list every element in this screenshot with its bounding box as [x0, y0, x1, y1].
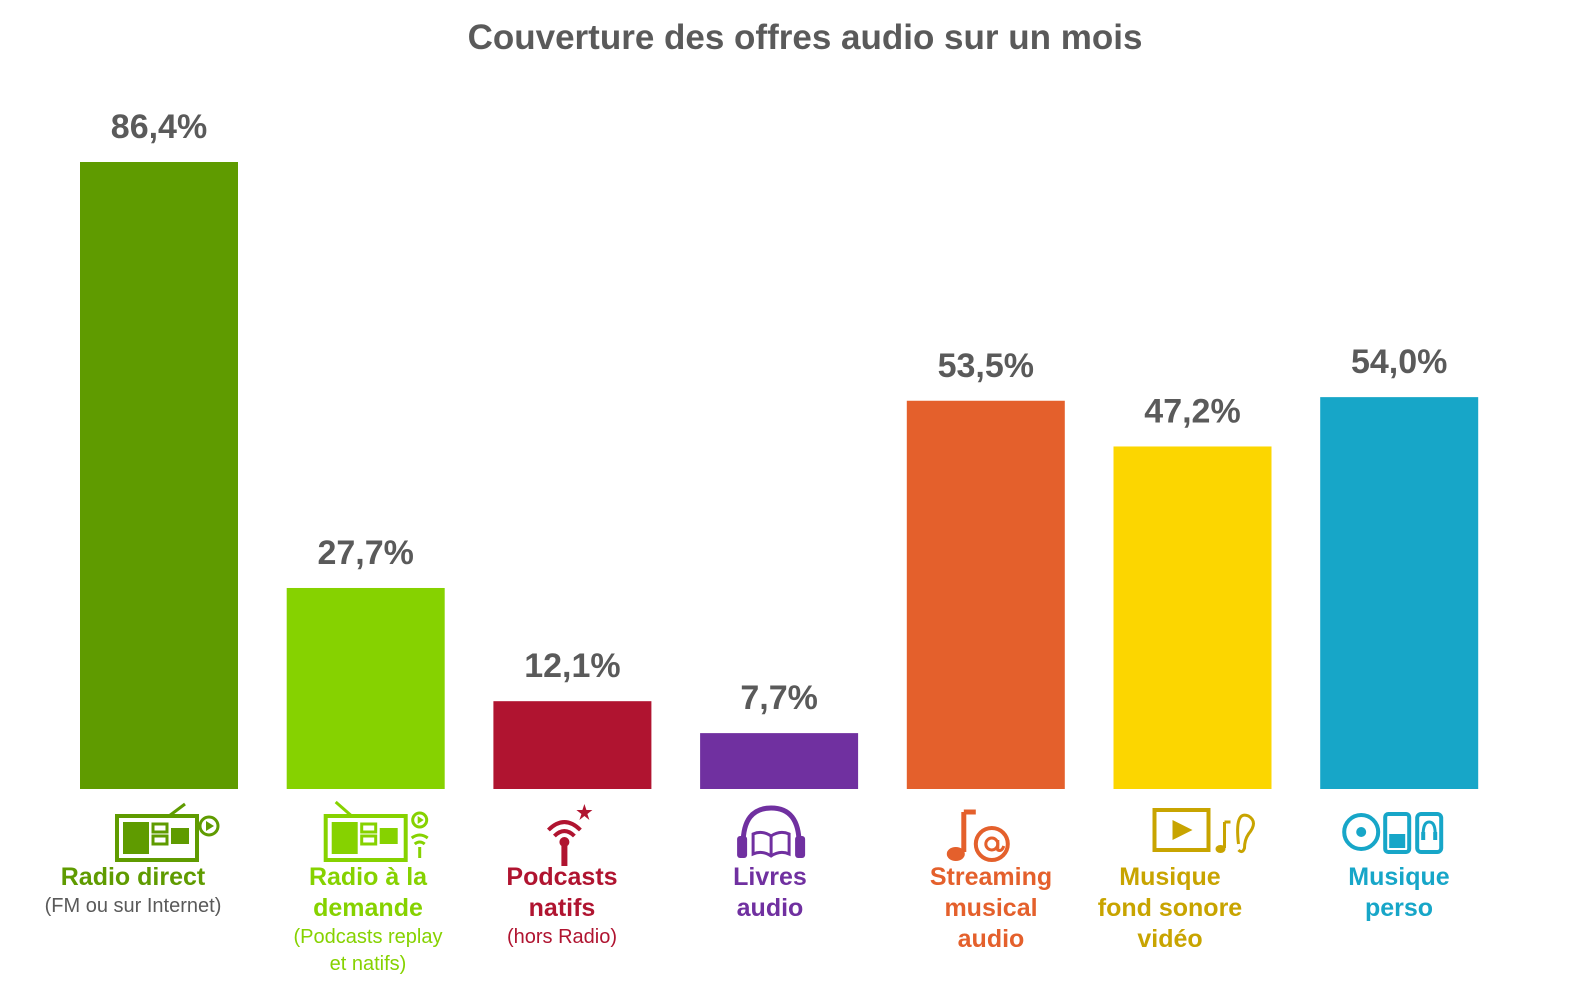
tick-sublabel-2: (hors Radio)	[506, 926, 618, 948]
bar-5	[1113, 446, 1272, 789]
radio-live-icon	[115, 802, 220, 862]
tick-sublabel-0: (FM ou sur Internet)	[44, 895, 222, 917]
bar-2	[493, 701, 652, 789]
data-label-3: 7,7%	[740, 679, 818, 717]
personal-music-devices-icon	[1342, 812, 1444, 854]
tick-label-5: Musique fond sonore vidéo	[1097, 863, 1243, 953]
data-label-6: 54,0%	[1351, 343, 1447, 381]
tick-label-2: Podcasts natifs	[506, 863, 618, 922]
chart-title: Couverture des offres audio sur un mois	[467, 18, 1143, 57]
music-streaming-icon	[946, 809, 1010, 862]
bar-4	[906, 400, 1065, 789]
tick-label-6: Musique perso	[1348, 863, 1450, 922]
bar-0	[80, 162, 238, 789]
category-label-0: Radio direct (FM ou sur Internet)	[18, 862, 248, 920]
data-label-1: 27,7%	[317, 534, 413, 572]
data-label-0: 86,4%	[111, 108, 207, 146]
video-sound-icon	[1152, 808, 1255, 854]
bar-1	[286, 587, 445, 789]
category-label-1: Radio à la demande (Podcasts replay et na…	[253, 862, 483, 978]
data-label-4: 53,5%	[938, 347, 1034, 385]
category-label-6: Musique perso	[1284, 862, 1514, 924]
radio-on-demand-icon	[323, 800, 429, 862]
audiobook-headphones-icon	[737, 805, 806, 858]
data-label-5: 47,2%	[1144, 392, 1240, 430]
tick-sublabel-1: (Podcasts replay et natifs)	[293, 926, 443, 975]
data-label-2: 12,1%	[524, 647, 620, 685]
tick-label-4: Streaming musical audio	[929, 863, 1053, 953]
tick-label-3: Livres audio	[733, 863, 807, 922]
bar-3	[700, 733, 859, 789]
category-label-4: Streaming musical audio	[876, 862, 1106, 955]
category-label-2: Podcasts natifs (hors Radio)	[447, 862, 677, 951]
bar-6	[1320, 397, 1479, 789]
tick-label-1: Radio à la demande	[308, 863, 428, 922]
category-label-5: Musique fond sonore vidéo	[1055, 862, 1285, 955]
tick-label-0: Radio direct	[60, 863, 206, 891]
category-label-3: Livres audio	[655, 862, 885, 924]
podcast-icon	[546, 804, 593, 866]
